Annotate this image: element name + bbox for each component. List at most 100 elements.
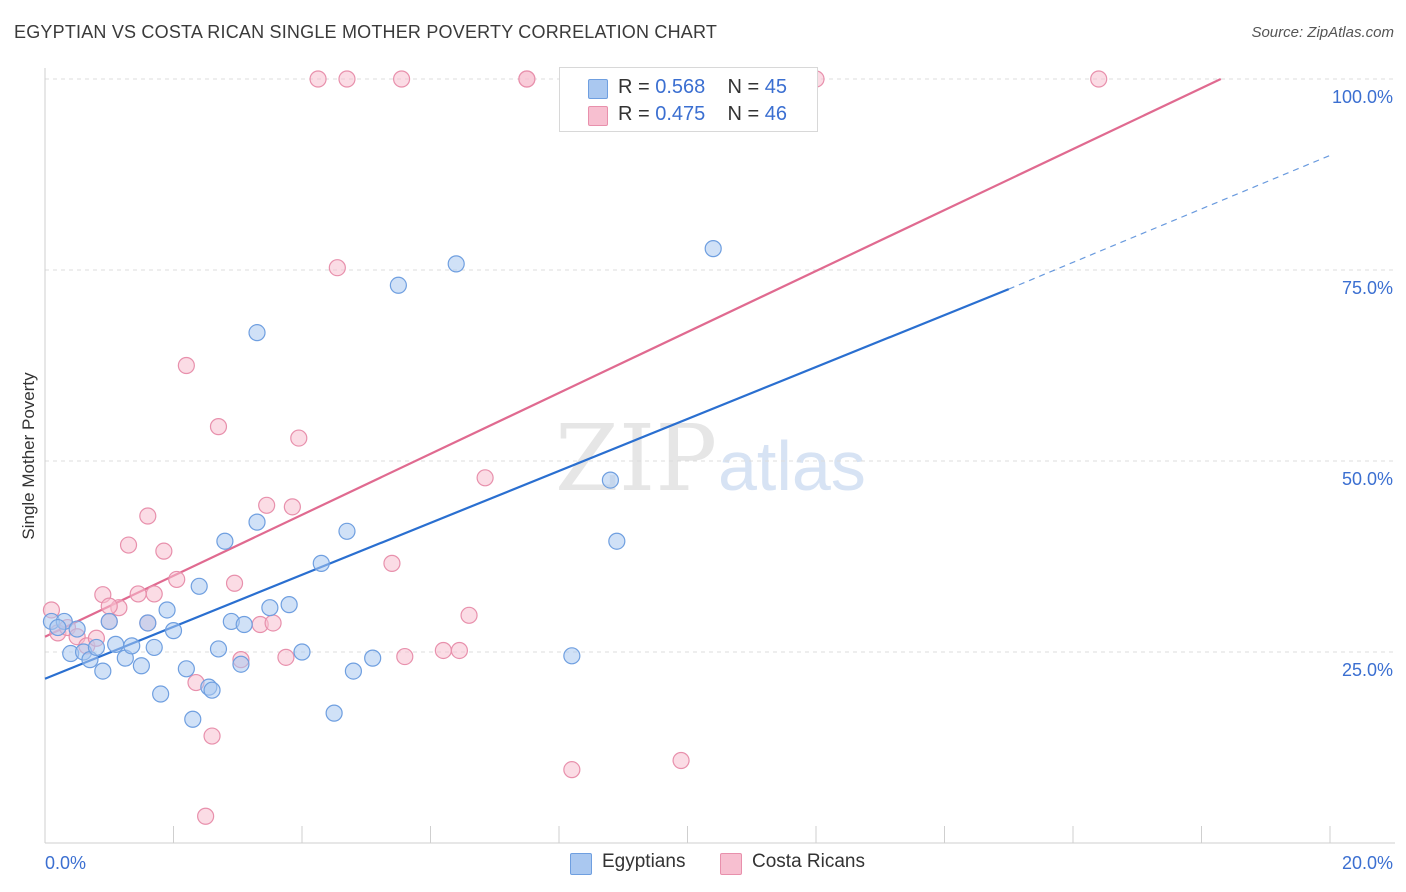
y-axis-label: Single Mother Poverty — [19, 372, 38, 540]
costa-ricans-point — [264, 614, 282, 632]
x-tick-label: 0.0% — [45, 853, 86, 873]
bottom-legend-label-costa-ricans: Costa Ricans — [752, 851, 865, 872]
costa-ricans-point — [155, 542, 173, 560]
costa-ricans-point — [338, 70, 356, 88]
costa-ricans-point — [283, 498, 301, 516]
egyptians-point — [123, 637, 141, 655]
y-tick-label: 100.0% — [1332, 87, 1393, 107]
costa-ricans-point — [563, 761, 581, 779]
egyptians-point — [158, 601, 176, 619]
egyptians-point — [608, 532, 626, 550]
egyptians-point — [107, 635, 125, 653]
costa-ricans-point — [383, 554, 401, 572]
egyptians-point — [145, 638, 163, 657]
legend-n-value: 45 — [764, 76, 788, 98]
costa-ricans-point — [460, 606, 478, 624]
costa-ricans-point — [277, 648, 295, 666]
legend-n-label: N = — [727, 76, 760, 98]
egyptians-point — [312, 554, 330, 572]
y-tick-label: 25.0% — [1342, 660, 1393, 680]
egyptians-point — [216, 532, 234, 550]
egyptians-point — [232, 655, 250, 673]
egyptians-point — [203, 681, 221, 699]
egyptians-trend-line — [44, 288, 1010, 680]
costa-ricans-point — [518, 70, 536, 88]
egyptians-trend-extension — [1008, 154, 1331, 290]
y-tick-label: 50.0% — [1342, 469, 1393, 489]
egyptians-point — [235, 615, 253, 634]
egyptians-point — [248, 513, 266, 531]
bottom-legend-swatch-costa-ricans — [720, 853, 742, 875]
costa-ricans-point — [139, 507, 157, 525]
legend-swatch-costa-ricans — [588, 106, 608, 126]
costa-ricans-point — [119, 536, 138, 554]
costa-ricans-point — [258, 496, 276, 514]
egyptians-point — [344, 662, 362, 680]
costa-ricans-point — [396, 647, 414, 666]
egyptians-point — [447, 255, 465, 273]
egyptians-point — [325, 704, 343, 722]
egyptians-point — [293, 643, 311, 661]
egyptians-point — [100, 612, 118, 631]
grid-lines — [45, 78, 1395, 653]
legend-n-label: N = — [727, 103, 760, 125]
egyptians-point — [68, 620, 86, 638]
egyptians-point — [338, 522, 356, 540]
x-tick-label: 20.0% — [1342, 853, 1393, 873]
egyptians-point — [389, 276, 407, 294]
axes — [44, 68, 1395, 844]
costa-ricans-point — [197, 807, 215, 825]
legend-n-value: 46 — [764, 103, 788, 125]
legend-r-label: R = — [618, 103, 650, 125]
costa-ricans-point — [328, 259, 346, 277]
costa-ricans-point — [129, 585, 147, 603]
costa-ricans-trend-line — [44, 78, 1222, 638]
egyptians-point — [601, 471, 620, 489]
trend-lines — [44, 78, 1331, 680]
watermark-zip: ZIP — [555, 405, 717, 512]
costa-ricans-point — [203, 727, 221, 745]
egyptians-point — [704, 240, 722, 258]
costa-ricans-point — [672, 751, 690, 770]
egyptians-point — [248, 324, 266, 342]
costa-ricans-point — [209, 418, 228, 436]
costa-ricans-point — [168, 570, 186, 589]
correlation-legend: R = 0.568 N = 45 R = 0.475 N = 46 — [559, 67, 818, 132]
costa-ricans-point — [100, 597, 118, 615]
bottom-legend-swatch-egyptians — [570, 853, 592, 875]
egyptians-point — [190, 577, 208, 595]
costa-ricans-point — [290, 429, 308, 447]
egyptians-point — [563, 647, 581, 665]
chart-title: EGYPTIAN VS COSTA RICAN SINGLE MOTHER PO… — [14, 22, 718, 42]
costa-ricans-point — [1090, 70, 1108, 88]
costa-ricans-point — [145, 585, 163, 603]
egyptians-point — [132, 657, 150, 675]
egyptians-point — [94, 662, 112, 680]
costa-ricans-point — [392, 70, 411, 88]
egyptians-point — [49, 618, 67, 637]
source-label: Source: ZipAtlas.com — [1251, 24, 1394, 41]
data-points — [42, 70, 1108, 825]
egyptians-point — [139, 614, 157, 632]
egyptians-point — [364, 649, 382, 667]
legend-r-value: 0.568 — [655, 76, 706, 98]
egyptians-point — [184, 710, 202, 728]
tick-labels: 25.0% 50.0% 75.0% 100.0% 0.0% 20.0% — [45, 87, 1393, 873]
costa-ricans-point — [177, 356, 195, 375]
egyptians-point — [261, 599, 279, 617]
legend-r-value: 0.475 — [655, 103, 706, 125]
legend-swatch-egyptians — [588, 79, 608, 99]
costa-ricans-point — [225, 574, 244, 592]
costa-ricans-point — [476, 469, 494, 487]
bottom-legend-label-egyptians: Egyptians — [602, 851, 686, 872]
egyptians-point — [87, 638, 106, 657]
egyptians-point — [164, 622, 183, 640]
y-tick-label: 75.0% — [1342, 278, 1393, 298]
costa-ricans-point — [434, 641, 452, 660]
egyptians-point — [152, 685, 170, 703]
costa-ricans-point — [309, 70, 327, 88]
legend-r-label: R = — [618, 76, 650, 98]
egyptians-point — [209, 640, 228, 658]
costa-ricans-point — [450, 641, 469, 660]
